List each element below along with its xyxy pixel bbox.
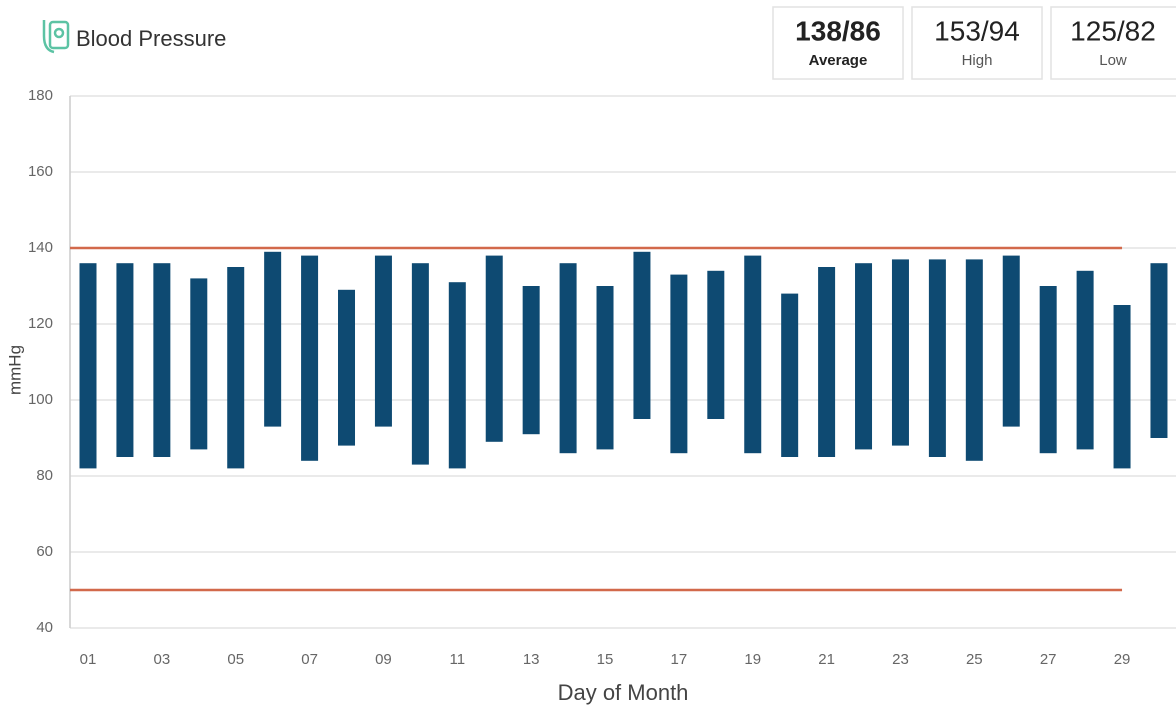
x-tick-label: 07 [301, 651, 318, 668]
bar [633, 251, 651, 419]
bar [116, 263, 134, 457]
y-tick-label: 60 [36, 543, 53, 560]
x-tick-label: 27 [1040, 651, 1057, 668]
x-tick-label: 25 [966, 651, 983, 668]
bar [1039, 286, 1057, 454]
bar [670, 274, 688, 454]
chart-title: Blood Pressure [76, 26, 226, 51]
bar [301, 255, 319, 461]
y-tick-label: 80 [36, 467, 53, 484]
y-tick-label: 120 [28, 315, 53, 332]
bar [596, 286, 614, 450]
summary-value: 125/82 [1070, 15, 1156, 46]
bar [1076, 270, 1094, 450]
x-tick-label: 17 [671, 651, 688, 668]
summary-card [772, 6, 904, 80]
y-axis-title: mmHg [5, 345, 24, 395]
bar [227, 267, 245, 469]
y-tick-label: 160 [28, 163, 53, 180]
y-tick-label: 40 [36, 619, 53, 636]
bar [855, 263, 873, 450]
summary-value: 153/94 [934, 15, 1020, 46]
x-tick-label: 19 [744, 651, 761, 668]
x-tick-label: 09 [375, 651, 392, 668]
bar [965, 259, 983, 461]
x-tick-label: 11 [450, 651, 466, 668]
bar [1150, 263, 1168, 438]
bar [190, 278, 208, 450]
x-tick-label: 29 [1114, 651, 1131, 668]
x-tick-label: 13 [523, 651, 540, 668]
bar [411, 263, 429, 465]
bar [264, 251, 282, 427]
bar [522, 286, 540, 435]
y-tick-label: 140 [28, 239, 53, 256]
bar [79, 263, 97, 469]
x-tick-label: 05 [227, 651, 244, 668]
bar [485, 255, 503, 442]
bar [707, 270, 725, 419]
y-tick-label: 180 [28, 87, 53, 104]
summary-value: 138/86 [795, 15, 881, 46]
summary-label: Low [1099, 52, 1127, 69]
bar [153, 263, 171, 457]
bar [891, 259, 909, 446]
x-tick-label: 03 [154, 651, 171, 668]
summary-card [911, 6, 1043, 80]
x-tick-label: 21 [818, 651, 835, 668]
summary-label: High [962, 52, 993, 69]
summary-label: Average [809, 52, 868, 69]
bar [1002, 255, 1020, 427]
x-tick-label: 01 [80, 651, 97, 668]
bar [781, 293, 799, 457]
x-axis-title: Day of Month [558, 680, 689, 705]
x-tick-label: 23 [892, 651, 909, 668]
bar [818, 267, 836, 457]
bar [559, 263, 577, 454]
x-tick-label: 15 [597, 651, 614, 668]
bar [744, 255, 762, 454]
bar [374, 255, 392, 427]
bar [448, 282, 466, 469]
bar [928, 259, 946, 457]
summary-card [1050, 6, 1176, 80]
bar [338, 289, 356, 446]
bar [1113, 305, 1131, 469]
y-tick-label: 100 [28, 391, 53, 408]
icon [42, 20, 70, 54]
